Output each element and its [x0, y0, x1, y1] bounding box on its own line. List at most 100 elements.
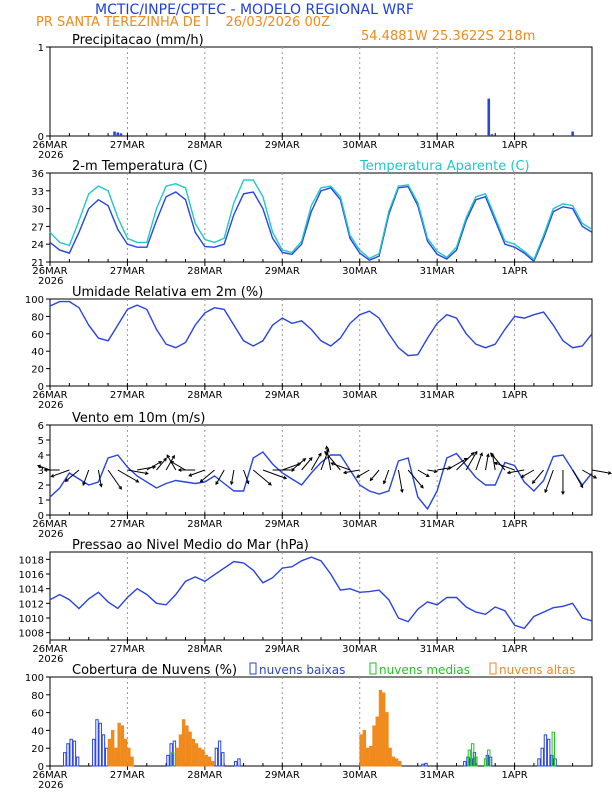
- wind-arrow-head: [324, 450, 328, 455]
- y-tick-label: 40: [31, 726, 44, 737]
- series-line-0: [49, 556, 593, 630]
- y-tick-label: 1: [38, 43, 44, 54]
- cloud-bar-0: [104, 747, 109, 767]
- wind-arrow-head: [318, 452, 322, 457]
- day-label: 1APR: [501, 519, 527, 530]
- day-label: 30MAR: [342, 266, 377, 277]
- cloud-bar-0: [75, 756, 80, 767]
- cloud-bar-0: [463, 761, 467, 767]
- cloud-bar-2: [120, 725, 125, 767]
- cloud-bar-1: [470, 743, 475, 767]
- wind-arrow-head: [531, 480, 536, 484]
- day-label: 27MAR: [110, 140, 145, 151]
- cloud-bar-0: [237, 758, 241, 767]
- y-tick-label: 80: [31, 312, 44, 323]
- day-label: 28MAR: [187, 770, 222, 781]
- legend-swatch: [369, 662, 377, 675]
- wind-arrow: [107, 469, 122, 490]
- legend-swatch: [489, 662, 497, 675]
- day-label: 1APR: [501, 140, 527, 151]
- wind-arrow-head: [36, 464, 42, 469]
- year-label: 2026: [38, 780, 63, 791]
- cloud-bar-2: [211, 761, 215, 767]
- wind-arrow-head: [170, 461, 174, 465]
- panel-title: Pressao ao Nivel Medio do Mar (hPa): [72, 538, 309, 553]
- y-tick-label: 60: [31, 709, 44, 720]
- day-label: 30MAR: [342, 519, 377, 530]
- cloud-bar-2: [185, 725, 189, 767]
- y-tick-label: 0: [38, 132, 44, 143]
- day-label: 26MAR: [32, 266, 67, 277]
- y-tick-label: 1008: [19, 629, 44, 640]
- day-label: 1APR: [501, 390, 527, 401]
- cloud-bar-0: [553, 758, 557, 767]
- cloud-bar-2: [188, 731, 192, 767]
- cloud-bar-2: [178, 734, 183, 767]
- wind-arrow: [437, 467, 452, 471]
- cloud-bar-0: [95, 719, 99, 767]
- cloud-bar-2: [207, 756, 212, 767]
- y-tick-label: 100: [25, 673, 44, 684]
- y-tick-label: 2: [38, 481, 44, 492]
- cloud-bar-0: [234, 761, 238, 767]
- cloud-bar-2: [391, 756, 396, 767]
- y-tick-label: 40: [31, 347, 44, 358]
- wind-arrow-head: [163, 457, 167, 462]
- wind-arrow-head: [520, 474, 525, 478]
- cloud-bar-2: [369, 745, 373, 767]
- cloud-bar-0: [72, 740, 77, 767]
- wind-arrow: [532, 469, 544, 484]
- y-tick-label: 1: [38, 496, 44, 507]
- day-label: 29MAR: [265, 644, 300, 655]
- wind-arrow: [331, 462, 351, 471]
- panel-frame: [49, 46, 593, 137]
- wind-arrow: [521, 469, 535, 478]
- cloud-bar-0: [66, 743, 70, 767]
- wind-arrow-head: [215, 481, 219, 486]
- wind-arrow: [494, 462, 515, 471]
- year-label: 2026: [38, 150, 63, 161]
- cloud-bar-2: [114, 747, 118, 767]
- wind-arrow: [146, 461, 162, 471]
- y-tick-label: 5: [38, 436, 44, 447]
- wind-arrow: [356, 469, 370, 478]
- wind-arrow-head: [561, 491, 565, 496]
- y-tick-label: 30: [31, 205, 44, 216]
- cloud-bar-2: [375, 716, 379, 767]
- wind-arrow-head: [330, 462, 335, 466]
- series-line-0: [49, 451, 593, 511]
- wind-arrow-head: [425, 473, 430, 477]
- wind-arrow-head: [470, 452, 475, 456]
- day-label: 27MAR: [110, 644, 145, 655]
- station-line: PR SANTA TEREZINHA DE I 26/03/2026 00Z: [36, 15, 330, 30]
- precip-bar: [571, 131, 574, 136]
- cloud-bar-0: [92, 738, 96, 767]
- wind-arrow: [427, 469, 438, 473]
- location-label: 54.4881W 25.3622S 218m: [361, 29, 535, 44]
- wind-arrow: [544, 469, 554, 493]
- day-label: 28MAR: [187, 266, 222, 277]
- cloud-bar-2: [107, 738, 112, 767]
- series-line-0: [49, 185, 593, 263]
- cloud-bar-0: [221, 752, 225, 767]
- wind-arrow-head: [342, 470, 347, 475]
- wind-arrow-head: [135, 479, 140, 483]
- y-tick-label: 80: [31, 691, 44, 702]
- day-label: 31MAR: [420, 390, 455, 401]
- wind-arrow: [188, 469, 206, 477]
- wind-arrow: [37, 465, 51, 471]
- panel-frame: [49, 298, 593, 387]
- wind-arrow: [446, 457, 468, 471]
- panel-2: 26MAR 27MAR 28MAR 29MAR 30MAR 31MAR 1APR 2026 0 2…: [25, 285, 593, 411]
- day-label: 31MAR: [420, 266, 455, 277]
- cloud-bar-2: [117, 722, 121, 767]
- wind-arrow-head: [400, 489, 404, 494]
- wind-arrow: [215, 469, 225, 485]
- cloud-bar-0: [546, 738, 551, 767]
- day-label: 27MAR: [110, 770, 145, 781]
- day-label: 26MAR: [32, 390, 67, 401]
- y-tick-label: 20: [31, 744, 44, 755]
- wind-arrow-head: [99, 483, 103, 488]
- wind-arrow: [475, 452, 483, 471]
